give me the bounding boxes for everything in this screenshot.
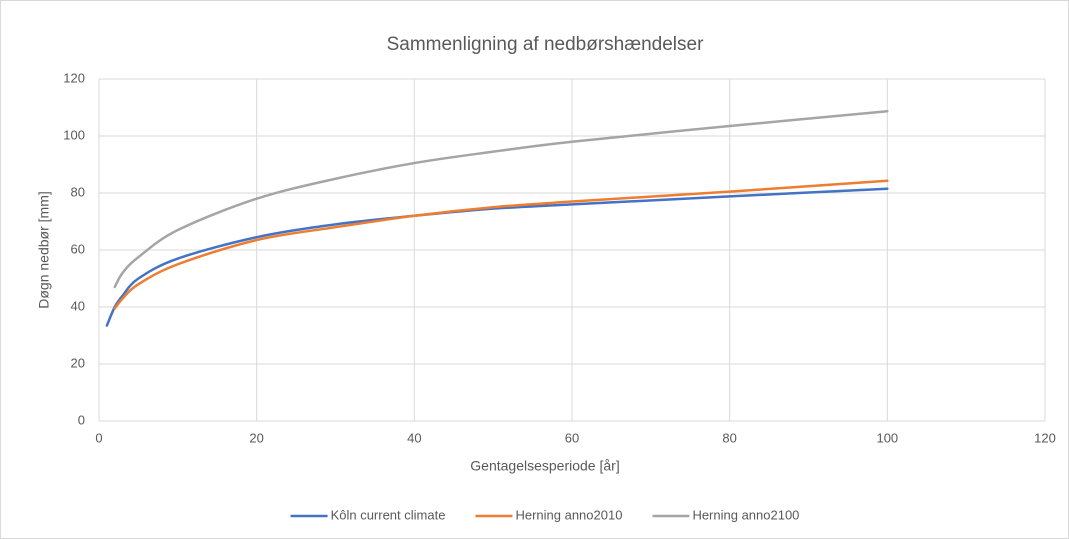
x-tick-label: 120 bbox=[1034, 430, 1056, 445]
legend-label: Herning anno2100 bbox=[692, 507, 799, 522]
legend-label: Kôln current climate bbox=[331, 507, 446, 522]
x-tick-label: 60 bbox=[565, 430, 579, 445]
y-tick-label: 20 bbox=[71, 355, 85, 370]
y-tick-label: 40 bbox=[71, 298, 85, 313]
x-tick-label: 20 bbox=[249, 430, 263, 445]
legend-label: Herning anno2010 bbox=[515, 507, 622, 522]
y-tick-label: 120 bbox=[63, 70, 85, 85]
x-axis-label: Gentagelsesperiode [år] bbox=[470, 458, 619, 474]
y-tick-label: 60 bbox=[71, 241, 85, 256]
x-tick-label: 0 bbox=[95, 430, 102, 445]
x-tick-label: 100 bbox=[876, 430, 898, 445]
series-line bbox=[113, 109, 889, 289]
chart-title: Sammenligning af nedbørshændelser bbox=[387, 34, 705, 55]
y-tick-label: 0 bbox=[78, 412, 85, 427]
y-tick-label: 100 bbox=[63, 127, 85, 142]
x-tick-label: 80 bbox=[722, 430, 736, 445]
y-axis-label: Døgn nedbør [mm] bbox=[36, 191, 52, 308]
x-tick-label: 40 bbox=[407, 430, 421, 445]
series-line bbox=[113, 179, 889, 310]
series-line bbox=[105, 187, 889, 327]
y-tick-label: 80 bbox=[71, 184, 85, 199]
